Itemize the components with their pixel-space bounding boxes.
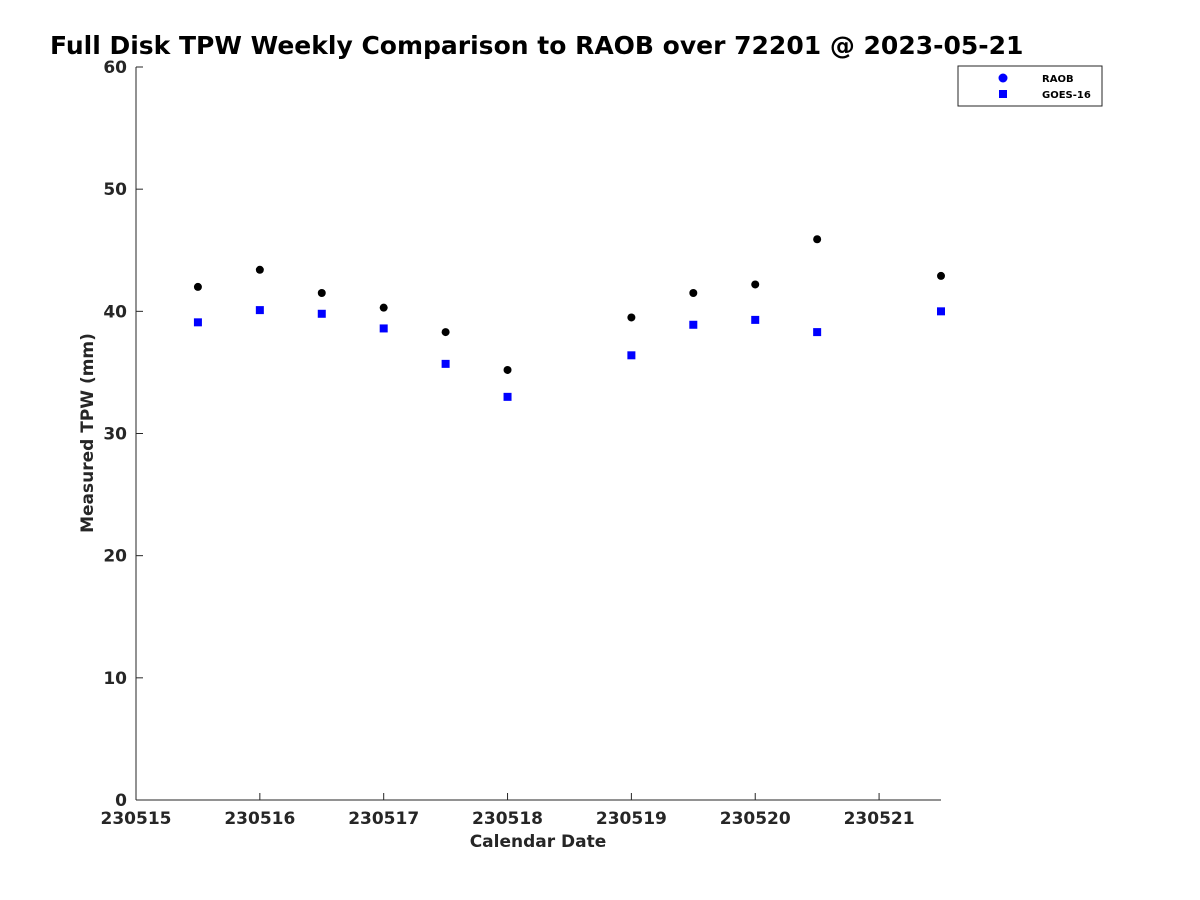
raob-point	[627, 313, 636, 322]
raob-point	[255, 265, 264, 274]
raob-point	[937, 271, 945, 280]
x-tick-label: 230518	[472, 809, 543, 829]
plot-axes	[135, 67, 941, 801]
data-series	[193, 235, 945, 401]
goes16-point	[627, 351, 636, 360]
y-tick-label: 60	[103, 58, 127, 78]
x-tick-label: 230516	[224, 809, 295, 829]
y-tick-label: 0	[115, 791, 127, 811]
goes16-point	[689, 320, 698, 329]
y-axis-ticks: 0 10 20 30 40 50 60	[103, 58, 143, 811]
legend: RAOB GOES-16	[957, 65, 1103, 107]
goes16-point	[379, 324, 388, 333]
chart-title: Full Disk TPW Weekly Comparison to RAOB …	[50, 31, 1023, 60]
raob-point	[441, 328, 450, 337]
x-tick-label: 230515	[101, 809, 172, 829]
legend-box	[957, 65, 1103, 107]
legend-goes16-label: GOES-16	[1042, 90, 1091, 101]
x-axis-label: Calendar Date	[470, 832, 607, 852]
y-tick-label: 20	[103, 547, 127, 567]
x-tick-label: 230517	[348, 809, 419, 829]
x-tick-label: 230521	[844, 809, 915, 829]
x-tick-label: 230520	[720, 809, 791, 829]
raob-point	[503, 365, 512, 374]
legend-raob-label: RAOB	[1042, 74, 1074, 85]
raob-point	[317, 289, 326, 298]
goes16-point	[813, 328, 822, 337]
y-tick-label: 30	[103, 425, 127, 445]
y-tick-label: 40	[103, 302, 127, 322]
x-axis-ticks: 230515 230516 230517 230518 230519 230520 2305…	[101, 793, 915, 829]
goes16-point	[441, 359, 450, 368]
y-tick-label: 10	[103, 669, 127, 689]
raob-point	[193, 282, 202, 291]
x-tick-label: 230519	[596, 809, 667, 829]
y-tick-label: 50	[103, 180, 127, 200]
raob-point	[813, 235, 822, 244]
legend-goes16-marker	[999, 90, 1007, 98]
goes16-point	[937, 307, 945, 316]
raob-point	[379, 303, 388, 312]
legend-raob-marker	[998, 73, 1008, 83]
goes16-point	[255, 306, 264, 315]
raob-point	[689, 289, 698, 298]
series-goes-16	[193, 306, 945, 401]
series-raob	[193, 235, 945, 374]
goes16-point	[193, 318, 202, 327]
goes16-point	[317, 309, 326, 318]
goes16-point	[751, 315, 760, 324]
raob-point	[751, 280, 760, 289]
y-axis-label: Measured TPW (mm)	[78, 333, 98, 533]
goes16-point	[503, 392, 512, 401]
